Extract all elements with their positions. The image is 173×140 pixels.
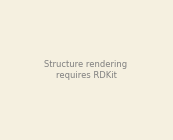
Text: Structure rendering
requires RDKit: Structure rendering requires RDKit: [44, 60, 128, 80]
